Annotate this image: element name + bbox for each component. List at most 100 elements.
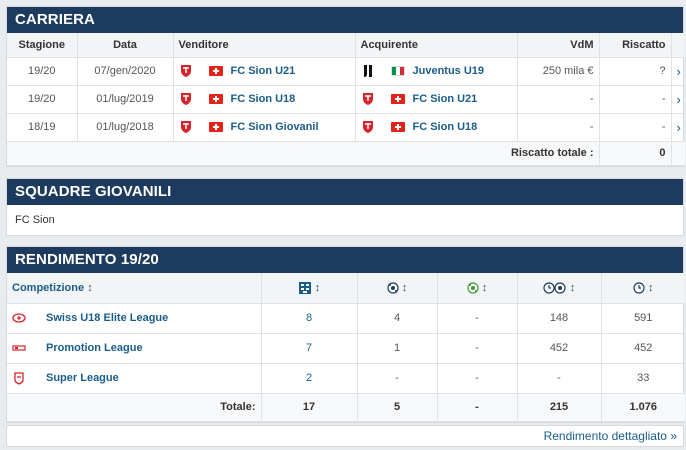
goals-cell: 4 xyxy=(357,303,438,334)
stats-title: RENDIMENTO 19/20 xyxy=(7,247,683,273)
season-cell: 19/20 xyxy=(7,57,78,86)
buyer-club-link[interactable]: FC Sion U21 xyxy=(412,93,478,105)
swiss-u18-league-icon[interactable] xyxy=(12,311,26,325)
assist-ball-icon xyxy=(467,282,479,294)
goals-cell: - xyxy=(357,363,438,394)
competition-link[interactable]: Promotion League xyxy=(46,342,143,354)
minutes-cell: 591 xyxy=(601,303,685,334)
swiss-flag-icon xyxy=(390,94,405,104)
appearances-link[interactable]: 2 xyxy=(305,372,313,384)
clock-ball-icon xyxy=(543,282,566,294)
minutes-cell: 452 xyxy=(601,333,685,364)
swiss-flag-icon xyxy=(390,122,405,132)
career-table: Stagione Data Venditore Acquirente VdM R… xyxy=(7,33,685,166)
assists-cell: - xyxy=(437,303,518,334)
table-row[interactable]: 18/19 01/lug/2018 FC Sion Giovanil FC Si… xyxy=(7,113,685,142)
lineup-icon xyxy=(298,281,311,294)
header-value[interactable]: VdM xyxy=(517,33,600,58)
competition-link[interactable]: Super League xyxy=(46,372,119,384)
appearances-link[interactable]: 8 xyxy=(305,312,313,324)
youth-club-text: FC Sion xyxy=(15,214,55,226)
career-title: CARRIERA xyxy=(7,7,683,33)
youth-section: SQUADRE GIOVANILI FC Sion xyxy=(6,178,684,236)
table-row[interactable]: 19/20 01/lug/2019 FC Sion U18 FC Sion U2… xyxy=(7,85,685,114)
seller-club-link[interactable]: FC Sion U21 xyxy=(230,65,296,77)
header-goals[interactable]: ↕ xyxy=(357,273,438,304)
sion-crest-icon[interactable] xyxy=(361,120,375,134)
stats-section: RENDIMENTO 19/20 Competizione ↕ ↕ ↕ ↕ ↕ xyxy=(6,246,685,423)
appearances-link[interactable]: 7 xyxy=(305,342,313,354)
stats-total-row: Totale: 17 5 - 215 1.076 xyxy=(7,393,685,422)
total-minutes-per-goal: 215 xyxy=(517,393,602,422)
total-goals: 5 xyxy=(357,393,438,422)
sion-crest-icon[interactable] xyxy=(179,92,193,106)
chevron-right-icon[interactable]: › xyxy=(676,63,681,79)
season-cell: 18/19 xyxy=(7,113,78,142)
promotion-league-icon[interactable] xyxy=(12,341,26,355)
table-row[interactable]: 19/20 07/gen/2020 FC Sion U21 Juventus U… xyxy=(7,57,685,86)
header-season[interactable]: Stagione xyxy=(7,33,78,58)
sort-icon: ↕ xyxy=(481,281,488,294)
header-buyback[interactable]: Riscatto xyxy=(599,33,672,58)
sort-icon: ↕ xyxy=(648,281,654,294)
header-buyer[interactable]: Acquirente xyxy=(355,33,518,58)
date-cell: 01/lug/2018 xyxy=(77,113,174,142)
assists-cell: - xyxy=(437,333,518,364)
swiss-flag-icon xyxy=(208,66,223,76)
stats-table: Competizione ↕ ↕ ↕ ↕ ↕ ↕ xyxy=(7,273,685,422)
minutes-per-goal-cell: 452 xyxy=(517,333,602,364)
buyback-cell: - xyxy=(599,85,672,114)
sort-icon: ↕ xyxy=(87,281,93,294)
buyback-total-row: Riscatto totale : 0 xyxy=(7,141,685,166)
header-competition[interactable]: Competizione ↕ xyxy=(7,273,262,304)
italy-flag-icon xyxy=(390,66,405,76)
header-minutes[interactable]: ↕ xyxy=(601,273,685,304)
buyback-total-label: Riscatto totale : xyxy=(7,141,600,166)
header-assists[interactable]: ↕ xyxy=(437,273,518,304)
sion-crest-icon[interactable] xyxy=(179,64,193,78)
header-date[interactable]: Data xyxy=(77,33,174,58)
sort-icon: ↕ xyxy=(569,281,576,294)
table-row[interactable]: Swiss U18 Elite League 8 4 - 148 591 xyxy=(7,303,685,334)
competition-link[interactable]: Swiss U18 Elite League xyxy=(46,312,169,324)
table-row[interactable]: Promotion League 7 1 - 452 452 xyxy=(7,333,685,364)
ball-icon xyxy=(387,282,399,294)
date-cell: 01/lug/2019 xyxy=(77,85,174,114)
header-minutes-per-goal[interactable]: ↕ xyxy=(517,273,602,304)
table-row[interactable]: Super League 2 - - - 33 xyxy=(7,363,685,394)
season-cell: 19/20 xyxy=(7,85,78,114)
seller-club-link[interactable]: FC Sion Giovanil xyxy=(230,121,319,133)
swiss-flag-icon xyxy=(208,94,223,104)
goals-cell: 1 xyxy=(357,333,438,364)
total-assists: - xyxy=(437,393,518,422)
minutes-per-goal-cell: 148 xyxy=(517,303,602,334)
super-league-icon[interactable] xyxy=(12,371,26,385)
minutes-per-goal-cell: - xyxy=(517,363,602,394)
swiss-flag-icon xyxy=(208,122,223,132)
sion-crest-icon[interactable] xyxy=(361,92,375,106)
total-appearances: 17 xyxy=(261,393,358,422)
buyer-club-link[interactable]: FC Sion U18 xyxy=(412,121,478,133)
total-minutes: 1.076 xyxy=(601,393,685,422)
career-section: CARRIERA Stagione Data Venditore Acquire… xyxy=(6,6,685,167)
buyback-cell: - xyxy=(599,113,672,142)
buyer-club-link[interactable]: Juventus U19 xyxy=(412,65,485,77)
value-cell: - xyxy=(517,113,600,142)
minutes-cell: 33 xyxy=(601,363,685,394)
chevron-right-icon[interactable]: › xyxy=(676,119,681,135)
detailed-stats-link[interactable]: Rendimento dettagliato » xyxy=(543,429,677,443)
sion-crest-icon[interactable] xyxy=(179,120,193,134)
header-seller[interactable]: Venditore xyxy=(173,33,356,58)
header-appearances[interactable]: ↕ xyxy=(261,273,358,304)
seller-club-link[interactable]: FC Sion U18 xyxy=(230,93,296,105)
value-cell: 250 mila € xyxy=(517,57,600,86)
value-cell: - xyxy=(517,85,600,114)
juventus-crest-icon[interactable] xyxy=(361,64,375,78)
clock-icon xyxy=(633,282,645,294)
sort-icon: ↕ xyxy=(401,281,408,294)
assists-cell: - xyxy=(437,363,518,394)
stats-total-label: Totale: xyxy=(7,393,262,422)
date-cell: 07/gen/2020 xyxy=(77,57,174,86)
chevron-right-icon[interactable]: › xyxy=(676,91,681,107)
youth-title: SQUADRE GIOVANILI xyxy=(7,179,683,205)
